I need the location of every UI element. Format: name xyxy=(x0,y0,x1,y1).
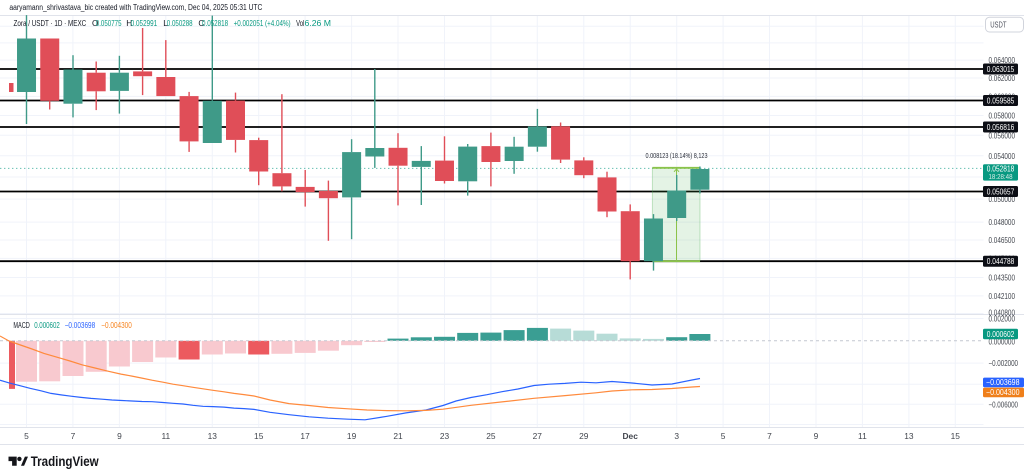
svg-text:17: 17 xyxy=(300,431,310,441)
svg-text:13: 13 xyxy=(904,431,914,441)
svg-text:USDT: USDT xyxy=(990,20,1006,29)
svg-text:29: 29 xyxy=(579,431,589,441)
svg-text:0.000602: 0.000602 xyxy=(34,321,60,330)
svg-text:7: 7 xyxy=(767,431,772,441)
svg-text:−0.004300: −0.004300 xyxy=(986,388,1020,397)
svg-text:0.056816: 0.056816 xyxy=(987,123,1015,132)
svg-text:0.050775: 0.050775 xyxy=(96,19,122,28)
svg-text:0.008123 (18.14%) 8,123: 0.008123 (18.14%) 8,123 xyxy=(646,151,708,160)
svg-text:0.042100: 0.042100 xyxy=(989,292,1016,301)
svg-text:0.056000: 0.056000 xyxy=(989,131,1016,140)
svg-text:Vol: Vol xyxy=(296,19,304,28)
svg-text:18:28:48: 18:28:48 xyxy=(989,172,1013,181)
svg-text:6.26 M: 6.26 M xyxy=(305,19,332,28)
svg-text:−0.004300: −0.004300 xyxy=(101,321,132,330)
svg-text:11: 11 xyxy=(161,431,170,441)
svg-text:0.000000: 0.000000 xyxy=(989,337,1016,346)
svg-text:0.052818: 0.052818 xyxy=(202,19,228,28)
svg-text:21: 21 xyxy=(393,431,403,441)
svg-text:0.050657: 0.050657 xyxy=(987,188,1015,197)
svg-text:0.050288: 0.050288 xyxy=(167,19,193,28)
svg-text:−0.006000: −0.006000 xyxy=(989,400,1019,409)
svg-text:Zora / USDT · 1D · MEXC: Zora / USDT · 1D · MEXC xyxy=(14,19,87,28)
svg-text:5: 5 xyxy=(24,431,29,441)
svg-text:aaryamann_shrivastava_bic crea: aaryamann_shrivastava_bic created with T… xyxy=(9,3,262,12)
svg-text:Dec: Dec xyxy=(623,431,639,441)
svg-text:19: 19 xyxy=(347,431,357,441)
svg-text:0.000602: 0.000602 xyxy=(987,330,1015,339)
svg-text:TradingView: TradingView xyxy=(31,454,99,469)
svg-text:0.059585: 0.059585 xyxy=(987,97,1015,106)
svg-text:0.058000: 0.058000 xyxy=(989,112,1016,121)
svg-text:0.054000: 0.054000 xyxy=(989,152,1016,161)
svg-text:15: 15 xyxy=(254,431,264,441)
svg-text:0.064000: 0.064000 xyxy=(989,56,1016,65)
svg-text:0.046500: 0.046500 xyxy=(989,236,1016,245)
svg-text:0.048000: 0.048000 xyxy=(989,218,1016,227)
svg-text:13: 13 xyxy=(208,431,218,441)
svg-text:−0.002000: −0.002000 xyxy=(989,359,1019,368)
svg-text:+0.002051 (+4.04%): +0.002051 (+4.04%) xyxy=(234,19,291,28)
svg-text:0.052991: 0.052991 xyxy=(131,19,158,28)
svg-text:3: 3 xyxy=(674,431,679,441)
svg-text:L: L xyxy=(163,19,168,28)
svg-text:−0.003698: −0.003698 xyxy=(986,378,1020,387)
svg-text:0.002000: 0.002000 xyxy=(989,315,1016,324)
svg-text:MACD: MACD xyxy=(13,321,30,330)
svg-text:0.052818: 0.052818 xyxy=(987,164,1015,173)
svg-text:7: 7 xyxy=(71,431,76,441)
svg-text:0.063015: 0.063015 xyxy=(987,65,1015,74)
svg-text:5: 5 xyxy=(721,431,726,441)
svg-text:0.062000: 0.062000 xyxy=(989,74,1016,83)
svg-text:9: 9 xyxy=(117,431,122,441)
svg-text:−0.003698: −0.003698 xyxy=(65,321,96,330)
svg-text:9: 9 xyxy=(814,431,819,441)
svg-text:15: 15 xyxy=(951,431,961,441)
svg-text:H: H xyxy=(126,19,132,28)
svg-text:25: 25 xyxy=(486,431,496,441)
svg-text:0.044788: 0.044788 xyxy=(987,257,1015,266)
svg-text:0.043500: 0.043500 xyxy=(989,274,1016,283)
svg-text:11: 11 xyxy=(858,431,867,441)
svg-text:C: C xyxy=(198,19,204,28)
svg-text:O: O xyxy=(92,19,98,28)
svg-text:0.040800: 0.040800 xyxy=(989,309,1016,318)
svg-text:0.050000: 0.050000 xyxy=(989,195,1016,204)
svg-text:23: 23 xyxy=(440,431,450,441)
svg-text:27: 27 xyxy=(533,431,543,441)
